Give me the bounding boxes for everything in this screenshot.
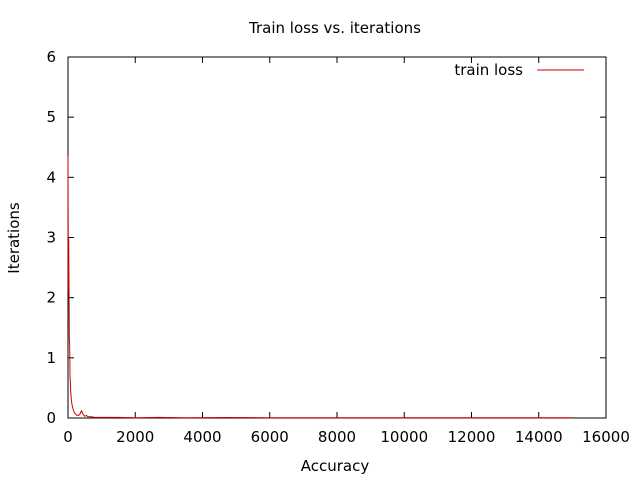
series-group [67, 156, 573, 419]
x-axis: 0 2000 4000 6000 8000 10000 12000 14000 16000 [63, 57, 630, 446]
y-tick-label-2: 2 [46, 289, 56, 307]
x-tick-label-5: 10000 [380, 428, 428, 446]
x-axis-label: Accuracy [301, 457, 370, 475]
y-axis: 0 1 2 3 4 5 6 [46, 48, 606, 427]
legend: train loss [454, 61, 584, 79]
x-tick-label-0: 0 [63, 428, 73, 446]
y-tick-label-0: 0 [46, 409, 56, 427]
series-line-0 [67, 156, 573, 419]
x-tick-label-1: 2000 [116, 428, 154, 446]
x-tick-label-3: 6000 [251, 428, 289, 446]
y-tick-label-1: 1 [46, 349, 56, 367]
y-tick-label-4: 4 [46, 168, 56, 186]
x-tick-label-4: 8000 [318, 428, 356, 446]
y-axis-label: Iterations [5, 202, 23, 274]
legend-label-train-loss: train loss [454, 61, 523, 79]
x-tick-label-7: 14000 [515, 428, 563, 446]
y-tick-label-3: 3 [46, 229, 56, 247]
y-tick-label-5: 5 [46, 108, 56, 126]
plot-frame [67, 56, 607, 419]
x-tick-label-2: 4000 [183, 428, 221, 446]
chart-title: Train loss vs. iterations [248, 19, 421, 37]
y-tick-label-6: 6 [46, 48, 56, 66]
x-tick-label-6: 12000 [448, 428, 496, 446]
x-tick-label-8: 16000 [582, 428, 630, 446]
